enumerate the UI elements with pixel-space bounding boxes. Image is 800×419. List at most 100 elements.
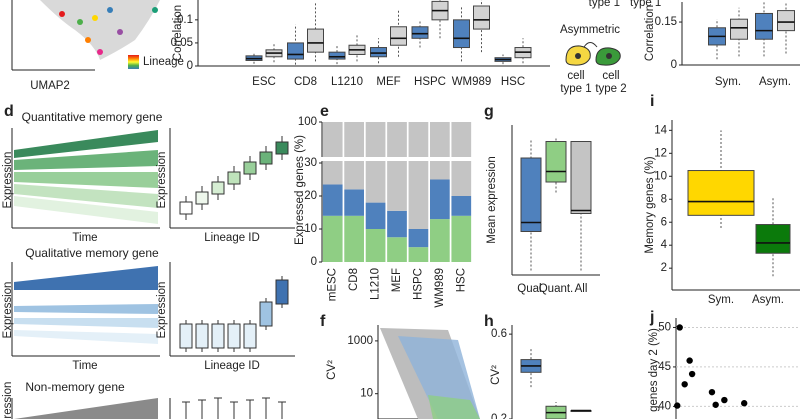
y-tick-label: 30 bbox=[304, 157, 317, 169]
bar-segment bbox=[387, 122, 407, 211]
section-title: Quantitative memory gene bbox=[22, 110, 163, 124]
point bbox=[721, 396, 728, 404]
y-axis-label: genes day 2 (%) bbox=[648, 328, 660, 412]
axis-label: Time bbox=[72, 360, 97, 372]
legend-swatch bbox=[128, 55, 139, 69]
panel-letter: g bbox=[484, 103, 494, 120]
y-axis-label: CV² bbox=[326, 360, 338, 380]
diagram-text: type 1 bbox=[630, 0, 661, 9]
illustration-box bbox=[227, 171, 241, 185]
y-tick-label: 0.1 bbox=[177, 14, 193, 26]
x-tick-label: WM989 bbox=[434, 268, 446, 308]
x-tick-label: CD8 bbox=[294, 76, 317, 88]
y-tick-label: 14 bbox=[654, 124, 667, 136]
y-axis-label: Correlation bbox=[172, 5, 184, 61]
bar-segment bbox=[322, 122, 343, 185]
axis-label: Lineage ID bbox=[204, 360, 260, 372]
bar-segment bbox=[408, 247, 429, 262]
illustration-box bbox=[195, 323, 209, 349]
point bbox=[681, 381, 688, 388]
umap-dot bbox=[77, 19, 83, 25]
bar-segment bbox=[365, 122, 386, 203]
x-tick-label: mESC bbox=[327, 268, 339, 301]
illustration-box bbox=[275, 279, 289, 305]
umap-cloud bbox=[40, 0, 160, 60]
y-axis-label: CV² bbox=[490, 365, 502, 385]
axis-label: Lineage ID bbox=[204, 232, 260, 244]
y-tick-label: 10 bbox=[360, 388, 373, 400]
box bbox=[473, 5, 490, 30]
illustration-box bbox=[211, 323, 225, 349]
x-tick-label: HSPC bbox=[414, 76, 446, 88]
box bbox=[755, 224, 791, 254]
illustration-box bbox=[275, 141, 289, 155]
panel-letter: e bbox=[320, 103, 329, 120]
illustration-wedge bbox=[14, 304, 158, 314]
x-tick-label: WM989 bbox=[452, 76, 492, 88]
y-axis-label: Memory genes (%) bbox=[644, 156, 656, 253]
nucleus bbox=[575, 53, 581, 59]
bar-segment bbox=[365, 202, 386, 229]
y-axis-label: Expressed genes (%) bbox=[294, 135, 306, 245]
y-tick-label: 0.2 bbox=[491, 413, 507, 419]
illustration-box bbox=[179, 201, 193, 215]
y-axis-label: Mean expression bbox=[486, 156, 498, 244]
y-tick-label: 0 bbox=[187, 60, 193, 72]
box bbox=[755, 12, 773, 40]
y-tick-label: 20 bbox=[304, 190, 317, 202]
density-cloud bbox=[398, 336, 480, 419]
y-tick-label: 8 bbox=[661, 193, 667, 205]
diagram-text: type 1 bbox=[589, 0, 620, 9]
bar-segment bbox=[322, 184, 343, 216]
axis-break bbox=[318, 157, 474, 161]
y-tick-label: 10 bbox=[654, 170, 667, 182]
point bbox=[674, 402, 681, 409]
y-tick-label: 0.15 bbox=[655, 16, 677, 28]
y-axis-label: Correlation bbox=[644, 5, 656, 61]
x-tick-label: Quant. bbox=[539, 283, 574, 295]
panel-letter: f bbox=[320, 313, 326, 330]
x-tick-label: ESC bbox=[252, 76, 276, 88]
section-title: Qualitative memory gene bbox=[25, 246, 159, 260]
y-tick-label: 0.05 bbox=[171, 37, 193, 49]
y-tick-label: 100 bbox=[298, 116, 317, 128]
cell-label: cell bbox=[602, 70, 619, 82]
illustration-box bbox=[179, 323, 193, 349]
asymmetric-diagram: type 1 type 1 Asymmetric cell type 1 cel… bbox=[560, 0, 661, 95]
illustration-wedge bbox=[14, 150, 158, 170]
x-tick-label: MEF bbox=[376, 76, 400, 88]
bar-segment bbox=[344, 122, 364, 190]
umap-dot bbox=[92, 15, 98, 21]
box bbox=[370, 47, 387, 58]
bar-segment bbox=[344, 215, 364, 262]
box bbox=[687, 170, 755, 216]
umap-dot bbox=[107, 7, 113, 13]
x-tick-label: Sym. bbox=[708, 294, 734, 306]
illustration-wedge bbox=[14, 330, 158, 344]
y-tick-label: 1000 bbox=[347, 335, 373, 347]
y-tick-label: 12 bbox=[654, 147, 667, 159]
panel-d: Quantitative memory gene Expression Time… bbox=[2, 110, 295, 419]
density-cloud bbox=[428, 395, 480, 419]
bar-segment bbox=[387, 210, 407, 238]
axis-label: UMAP2 bbox=[30, 80, 70, 92]
axis-label: Expression bbox=[156, 282, 168, 339]
diagram-title: Asymmetric bbox=[560, 24, 620, 36]
box bbox=[545, 141, 567, 183]
x-tick-label: HSPC bbox=[412, 268, 424, 300]
x-tick-label: L1210 bbox=[370, 268, 382, 300]
umap-dot bbox=[117, 29, 123, 35]
illustration-box bbox=[211, 181, 225, 195]
axis-label: Expression bbox=[2, 282, 14, 339]
y-tick-label: 50 bbox=[658, 322, 671, 334]
bar-segment bbox=[344, 189, 364, 216]
y-tick-label: 4 bbox=[661, 239, 668, 251]
umap-dot bbox=[97, 49, 103, 55]
y-tick-label: 0 bbox=[311, 256, 317, 268]
box bbox=[570, 141, 592, 214]
illustration-box bbox=[195, 191, 209, 205]
bar-segment bbox=[430, 179, 450, 220]
x-tick-label: L1210 bbox=[331, 76, 363, 88]
illustration-wedge bbox=[14, 172, 158, 188]
bar-segment bbox=[322, 215, 343, 262]
